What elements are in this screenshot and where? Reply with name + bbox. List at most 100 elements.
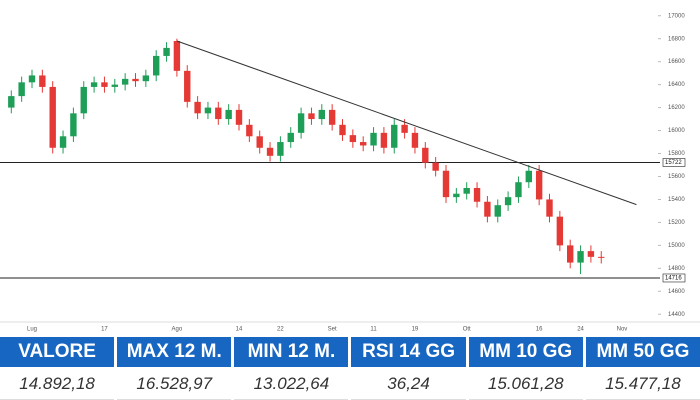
candle-body (59, 136, 67, 148)
candle-body (266, 147, 274, 156)
y-tick-label: 16400 (668, 82, 685, 88)
candle-body (90, 82, 98, 87)
candle-body (339, 124, 346, 136)
candle-body (349, 135, 357, 143)
value-cell: 13.022,64 (234, 369, 349, 400)
header-cell: MIN 12 M. (234, 337, 349, 367)
x-tick-label: Set (328, 327, 337, 333)
y-tick-label: 14600 (668, 289, 685, 295)
candle-body (442, 170, 450, 198)
level-label: 15722 (665, 160, 682, 166)
candle-body (111, 84, 118, 87)
candle-body (39, 75, 46, 87)
candle-body (225, 109, 232, 120)
stats-table: VALORE MAX 12 M. MIN 12 M. RSI 14 GG MM 10 G… (0, 337, 700, 400)
y-tick-label: 15200 (668, 220, 685, 226)
level-box (662, 158, 686, 167)
candle-body (132, 78, 139, 82)
candle-body (8, 96, 15, 108)
y-tick-label: 15800 (668, 151, 685, 157)
candle-body (153, 55, 160, 76)
x-tick-label: Ott (463, 327, 471, 333)
candle-body (308, 113, 315, 120)
candle-body (380, 132, 388, 148)
candle-body (598, 256, 605, 258)
y-tick-label: 15000 (668, 243, 685, 249)
x-tick-label: 14 (236, 327, 243, 333)
candle-body (215, 107, 222, 120)
candle-body (246, 124, 253, 137)
value-cell: 14.892,18 (0, 369, 115, 400)
y-tick-label: 17000 (668, 13, 685, 19)
header-cell: MAX 12 M. (117, 337, 232, 367)
y-tick-label: 16000 (668, 128, 685, 134)
candle-body (18, 82, 25, 97)
trend-line (176, 40, 637, 206)
y-tick-label: 16200 (668, 105, 685, 111)
candle-body (494, 205, 501, 217)
candle-body (504, 197, 512, 206)
candle-body (556, 216, 564, 246)
y-tick-label: 15600 (668, 174, 685, 180)
candle-body (204, 107, 212, 114)
y-tick-label: 15400 (668, 197, 685, 203)
level-label: 14716 (665, 276, 682, 282)
candle-body (28, 75, 36, 83)
candle-body (391, 124, 398, 148)
candle-body (70, 113, 77, 137)
x-tick-label: 22 (277, 327, 284, 333)
candle-body (49, 86, 56, 148)
value-cell: 36,24 (351, 369, 466, 400)
x-tick-label: 19 (412, 327, 419, 333)
candle-body (370, 132, 377, 146)
level-box (662, 273, 686, 283)
candle-body (287, 132, 294, 143)
x-tick-label: Ago (172, 327, 183, 333)
candle-body (328, 109, 336, 125)
candle-body (411, 132, 419, 148)
candle-body (432, 162, 439, 171)
candle-body (101, 82, 108, 87)
candle-body (463, 187, 470, 194)
candle-body (121, 78, 129, 85)
candle-body (235, 109, 243, 125)
y-tick-label: 14800 (668, 266, 685, 272)
x-tick-label: 24 (577, 327, 584, 333)
candle-body (535, 170, 543, 200)
header-cell: MM 10 GG (468, 337, 583, 367)
value-cell: 15.477,18 (585, 369, 700, 400)
candle-body (577, 251, 584, 263)
candle-body (256, 136, 263, 148)
candle-body (567, 245, 574, 263)
y-tick-label: 16600 (668, 59, 685, 65)
x-tick-label: 16 (536, 327, 543, 333)
chart: 14400 14600 14800 15000 15200 15400 15600 15800… (0, 13, 700, 333)
candle-body (318, 109, 325, 120)
y-tick-label: 14400 (668, 312, 685, 318)
candle-body (546, 199, 553, 217)
candle-body (484, 201, 491, 217)
value-cell: 16.528,97 (117, 369, 232, 400)
header-cell: VALORE (0, 337, 115, 367)
candle-body (142, 75, 150, 82)
candle-body (360, 142, 367, 146)
candle-body (401, 124, 408, 133)
header-cell: MM 50 GG (585, 337, 700, 367)
candle-body (80, 86, 87, 114)
candle-body (277, 142, 284, 156)
candle-body (184, 70, 191, 102)
candle-body (422, 147, 429, 163)
candle-body (515, 182, 522, 198)
candle-body (163, 47, 170, 56)
value-cell: 15.061,28 (468, 369, 583, 400)
candle-body (194, 101, 201, 114)
x-tick-label: 17 (101, 327, 108, 333)
x-tick-label: Nov (617, 327, 628, 333)
x-tick-label: Lug (27, 327, 37, 333)
header-cell: RSI 14 GG (351, 337, 466, 367)
candle-body (173, 41, 181, 71)
candle-body (473, 187, 481, 202)
candle-body (587, 251, 595, 257)
candle-body (453, 193, 460, 198)
